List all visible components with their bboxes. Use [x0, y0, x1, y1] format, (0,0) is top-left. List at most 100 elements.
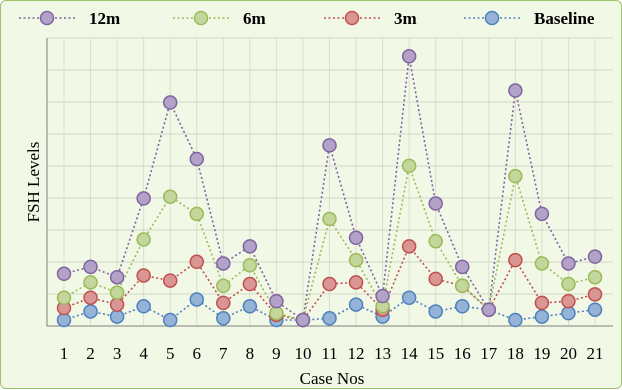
- x-tick-label: 4: [139, 344, 148, 363]
- data-point-12m: [401, 49, 417, 64]
- data-point-12m: [534, 206, 550, 222]
- x-axis-title: Case Nos: [300, 369, 365, 388]
- data-point-12m: [428, 196, 443, 211]
- legend-label-6m: 6m: [243, 9, 266, 28]
- x-tick-label: 2: [86, 344, 95, 363]
- data-point-12m: [216, 256, 231, 271]
- data-point-6m: [561, 276, 576, 292]
- x-tick-label: 7: [219, 344, 228, 363]
- data-point-12m: [481, 302, 497, 317]
- data-point-12m: [83, 259, 98, 275]
- data-point-3m: [109, 297, 125, 312]
- data-point-baseline: [242, 299, 258, 314]
- data-point-6m: [322, 211, 337, 227]
- x-tick-label: 16: [454, 344, 471, 363]
- data-point-baseline: [508, 312, 523, 328]
- x-tick-label: 15: [427, 344, 444, 363]
- x-tick-label: 1: [60, 344, 69, 363]
- x-tick-label: 19: [533, 344, 550, 363]
- data-point-12m: [587, 249, 603, 264]
- series-line-6m: [63, 162, 596, 321]
- data-point-baseline: [348, 297, 364, 312]
- data-point-12m: [189, 151, 204, 167]
- legend-label-12m: 12m: [89, 9, 120, 28]
- data-point-12m: [269, 293, 284, 309]
- data-point-baseline: [162, 312, 178, 328]
- data-point-3m: [561, 293, 576, 309]
- data-point-6m: [508, 168, 523, 184]
- series-line-12m: [63, 56, 596, 322]
- legend-marker-3m: [344, 10, 360, 26]
- x-tick-label: 14: [401, 344, 419, 363]
- x-tick-label: 6: [193, 344, 202, 363]
- data-point-12m: [295, 312, 311, 328]
- legend-item-12m: 12m: [19, 9, 120, 28]
- data-point-baseline: [216, 311, 231, 326]
- data-point-6m: [83, 275, 98, 290]
- data-point-12m: [322, 138, 337, 153]
- data-point-6m: [242, 257, 258, 273]
- data-point-12m: [136, 191, 151, 206]
- x-tick-label: 13: [374, 344, 391, 363]
- data-point-baseline: [56, 312, 72, 328]
- data-point-baseline: [428, 304, 443, 319]
- x-tick-label: 3: [113, 344, 122, 363]
- data-point-3m: [136, 268, 151, 283]
- data-point-baseline: [455, 299, 470, 314]
- data-point-3m: [162, 273, 178, 288]
- data-point-baseline: [587, 302, 603, 317]
- data-point-12m: [56, 266, 72, 282]
- x-tick-label: 12: [348, 344, 365, 363]
- data-point-3m: [587, 287, 603, 302]
- x-tick-label: 11: [321, 344, 337, 363]
- x-tick-label: 21: [587, 344, 604, 363]
- series-line-3m: [63, 244, 596, 321]
- data-point-6m: [534, 256, 550, 271]
- x-tick-label: 20: [560, 344, 577, 363]
- legend-marker-6m: [193, 10, 209, 26]
- data-point-12m: [242, 239, 258, 254]
- data-point-12m: [162, 95, 178, 110]
- data-point-6m: [109, 285, 125, 300]
- x-tick-label: 9: [272, 344, 281, 363]
- data-point-baseline: [561, 305, 576, 321]
- x-tick-label: 18: [507, 344, 524, 363]
- data-point-12m: [455, 259, 470, 275]
- data-point-3m: [83, 290, 98, 305]
- x-tick-label: 5: [166, 344, 175, 363]
- legend-item-3m: 3m: [324, 9, 417, 28]
- data-point-6m: [401, 158, 417, 174]
- data-point-3m: [189, 254, 204, 270]
- data-point-baseline: [83, 304, 98, 319]
- data-point-baseline: [136, 299, 151, 314]
- data-point-3m: [242, 276, 258, 292]
- data-point-6m: [162, 189, 178, 204]
- data-point-12m: [348, 230, 364, 246]
- data-point-12m: [561, 256, 576, 271]
- data-point-baseline: [322, 311, 337, 326]
- data-point-3m: [508, 252, 523, 268]
- data-point-baseline: [109, 309, 125, 324]
- legend-marker-12m: [39, 10, 55, 26]
- data-point-baseline: [534, 309, 550, 324]
- data-point-6m: [56, 290, 72, 305]
- data-point-3m: [216, 295, 231, 311]
- data-point-6m: [136, 232, 151, 247]
- data-point-12m: [109, 269, 125, 285]
- data-point-3m: [428, 271, 443, 287]
- data-point-6m: [216, 278, 231, 293]
- y-axis-title: FSH Levels: [24, 142, 43, 223]
- legend-label-baseline: Baseline: [534, 9, 595, 28]
- legend-marker-baseline: [484, 10, 500, 26]
- x-tick-label: 17: [480, 344, 498, 363]
- data-point-6m: [189, 206, 204, 222]
- data-point-12m: [508, 83, 523, 98]
- data-point-3m: [534, 295, 550, 311]
- data-point-6m: [348, 252, 364, 268]
- data-point-3m: [322, 276, 337, 292]
- legend-label-3m: 3m: [394, 9, 417, 28]
- legend-item-baseline: Baseline: [464, 9, 595, 28]
- data-point-6m: [587, 269, 603, 285]
